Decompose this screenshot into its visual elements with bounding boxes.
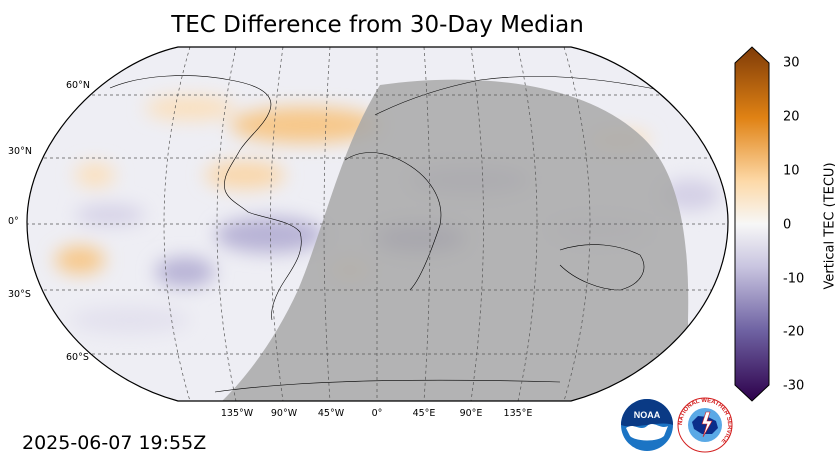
coastlines <box>109 75 661 393</box>
colorbar-tick-minus20: -20 <box>783 324 805 340</box>
lon-label-135w: 135°W <box>220 408 254 419</box>
lon-label-90e: 90°E <box>459 408 483 419</box>
globe-outline <box>26 46 729 402</box>
noaa-logo: NOAA <box>621 399 673 451</box>
lat-label-30n: 30°N <box>8 146 32 157</box>
noaa-logo-text: NOAA <box>634 410 661 420</box>
night-shade <box>200 79 689 401</box>
colorbar <box>734 46 770 402</box>
colorbar-tick-10: 10 <box>783 163 800 179</box>
colorbar-label: Vertical TEC (TECU) <box>822 162 835 290</box>
timestamp: 2025-06-07 19:55Z <box>22 432 207 454</box>
nws-logo: NATIONAL WEATHER SERVICE <box>677 397 733 453</box>
colorbar-body <box>734 46 770 402</box>
colorbar-tick-0: 0 <box>783 217 792 233</box>
lat-label-60s: 60°S <box>66 352 89 363</box>
lat-label-0: 0° <box>8 216 19 227</box>
lon-label-90w: 90°W <box>270 408 298 419</box>
lon-label-0: 0° <box>371 408 383 419</box>
lon-label-45e: 45°E <box>412 408 436 419</box>
lon-label-135e: 135°E <box>503 408 533 419</box>
lon-label-45w: 45°W <box>317 408 345 419</box>
colorbar-tick-20: 20 <box>783 109 800 125</box>
colorbar-tick-minus30: -30 <box>783 378 805 394</box>
chart-title: TEC Difference from 30-Day Median <box>171 12 584 38</box>
graticule <box>27 47 728 401</box>
lat-label-60n: 60°N <box>66 80 90 91</box>
colorbar-tick-minus10: -10 <box>783 271 805 287</box>
lat-label-30s: 30°S <box>8 289 31 300</box>
colorbar-tick-30: 30 <box>783 55 800 71</box>
